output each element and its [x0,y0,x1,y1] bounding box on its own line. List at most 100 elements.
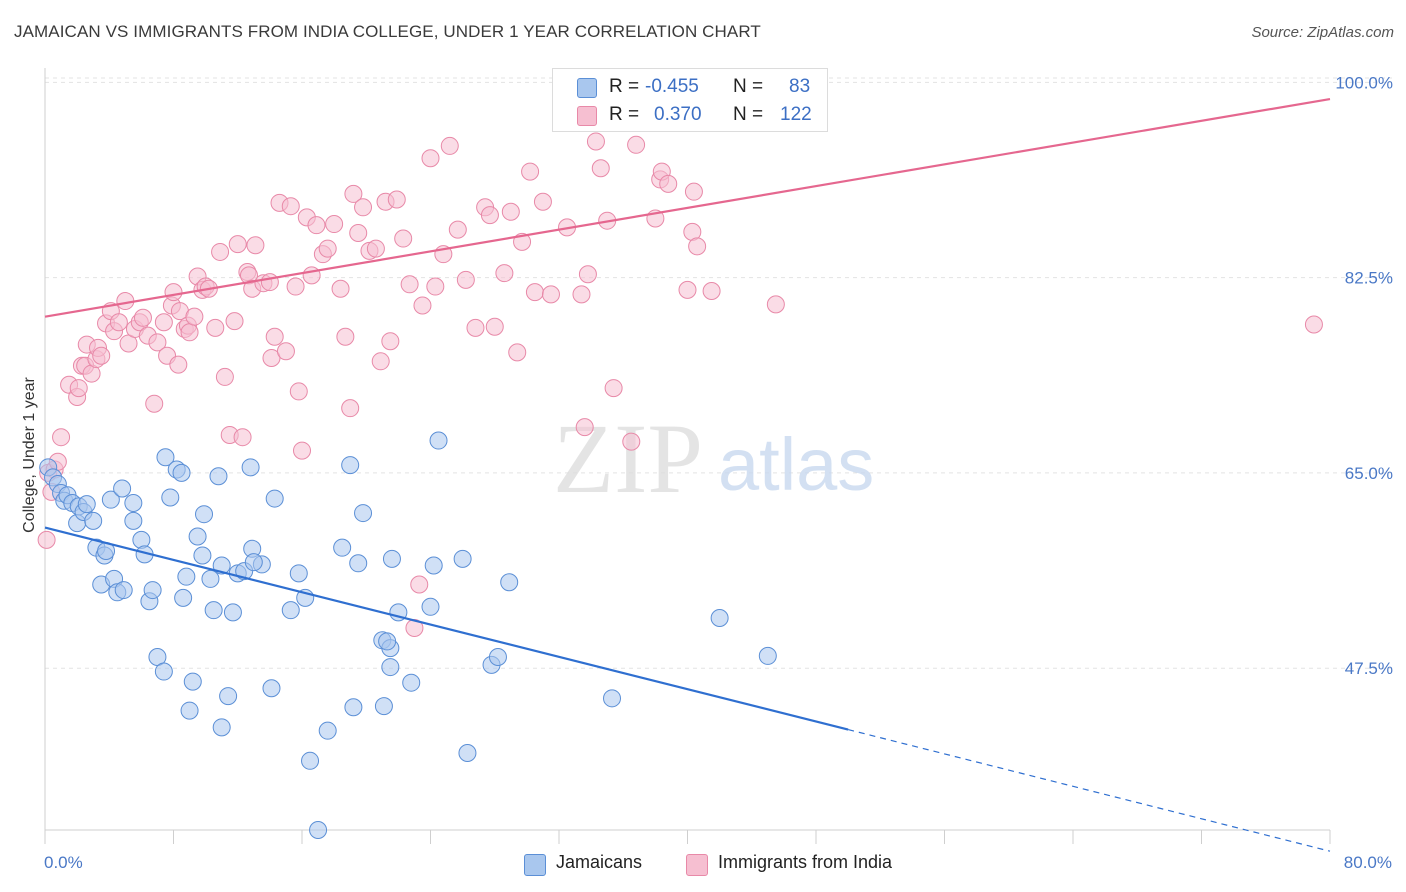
jamaican-point [143,581,162,600]
legend-swatch-pink [686,854,708,876]
jamaican-trend-extension [847,728,1331,852]
grid-layer [45,77,1392,669]
india-point [211,242,230,261]
india-point [1304,315,1323,334]
india-point [604,379,623,398]
jamaican-point [223,603,242,622]
india-point [344,184,363,203]
jamaican-point [204,601,223,620]
legend-r-label: R = [609,76,640,97]
india-point [659,174,678,193]
jamaican-point [212,718,231,737]
india-point [394,229,413,248]
india-point [366,239,385,258]
points-layer [37,132,1323,839]
jamaican-point [429,431,448,450]
india-point [341,399,360,418]
india-point [495,264,514,283]
india-point [525,283,544,302]
jamaican-point [281,601,300,620]
jamaican-point [341,456,360,475]
india-point [289,382,308,401]
jamaican-point [84,511,103,530]
india-point [325,215,344,234]
jamaican-point [453,549,472,568]
jamaican-point [318,721,337,740]
jamaican-point [382,549,401,568]
india-point [164,283,183,302]
india-point [206,318,225,337]
india-point [169,355,188,374]
legend-r-value: 0.370 [654,104,702,125]
jamaican-point [603,689,622,708]
legend-label-jamaicans: Jamaicans [556,852,643,872]
legend-row-jamaicans: R = -0.455 N = 83 [553,74,827,102]
india-point [154,313,173,332]
jamaican-point [378,632,397,651]
jamaican-point [209,467,228,486]
legend-n-value: 122 [780,104,812,125]
india-point [684,182,703,201]
jamaican-point [488,648,507,667]
jamaican-point [333,538,352,557]
india-point [228,235,247,254]
india-point [286,277,305,296]
y-tick-label: 100.0% [1335,73,1393,92]
india-point [133,308,152,327]
india-point [586,132,605,151]
india-point [480,206,499,225]
axis-layer [44,68,1331,844]
jamaican-point [500,573,519,592]
jamaican-point [424,556,443,575]
india-point [276,342,295,361]
jamaican-point [262,679,281,698]
india-point [92,346,111,365]
jamaican-point [114,581,133,600]
jamaican-point [265,489,284,508]
x-tick-max: 80.0% [1343,853,1392,872]
india-point [485,317,504,336]
jamaican-point [458,744,477,762]
legend-item-india[interactable]: Immigrants from India [686,852,926,876]
india-point [466,318,485,337]
jamaican-point [124,494,143,513]
legend-item-jamaicans[interactable]: Jamaicans [524,852,674,876]
jamaican-point [188,527,207,546]
jamaican-point [174,588,193,607]
jamaican-point [193,546,212,565]
india-point [281,197,300,216]
jamaican-point [124,511,143,530]
india-point [440,136,459,155]
india-point [69,379,88,398]
india-point [622,432,641,451]
india-point [215,367,234,386]
legend-swatch-blue [524,854,546,876]
india-point [678,280,697,299]
jamaican-point [77,495,96,514]
jamaican-point [180,701,199,720]
jamaican-point [212,556,231,575]
jamaican-point [219,687,238,706]
india-point [533,192,552,211]
y-tick-labels: 100.0% 82.5% 65.0% 47.5% [1335,73,1393,678]
jamaican-point [101,490,120,509]
india-point [541,285,560,304]
india-point [426,277,445,296]
jamaican-point [301,751,320,770]
india-point [260,273,279,292]
india-point [421,149,440,168]
india-point [145,394,164,413]
legend-label-india: Immigrants from India [718,852,893,872]
india-point [702,282,721,300]
india-point [307,216,326,235]
x-tick-min: 0.0% [44,853,83,872]
india-point [225,312,244,331]
jamaican-point [710,608,729,627]
jamaican-trend-line [44,526,849,731]
india-point [148,333,167,352]
india-point [508,343,527,362]
legend-n-label: N = [733,104,764,125]
jamaican-point [195,505,214,524]
jamaican-point [374,697,393,716]
